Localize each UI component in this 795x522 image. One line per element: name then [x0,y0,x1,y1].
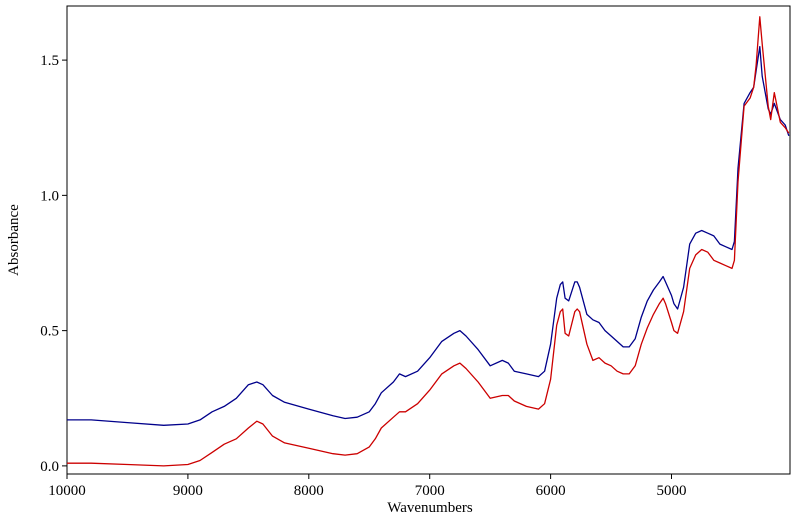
x-tick-label: 9000 [173,483,203,499]
x-tick-label: 5000 [657,483,687,499]
x-tick-label: 8000 [294,483,324,499]
y-axis-title: Absorbance [6,204,22,276]
x-axis-ticks: 10000 9000 8000 7000 6000 5000 [48,474,687,499]
y-axis-ticks: 0.0 0.5 1.0 1.5 [40,53,67,475]
series-line-2 [67,16,790,467]
series-line-1 [67,45,790,426]
x-tick-label: 7000 [415,483,445,499]
x-tick-label: 10000 [48,483,86,499]
series-layer [67,16,790,467]
y-tick-label: 0.5 [40,324,59,340]
x-tick-label: 6000 [536,483,566,499]
x-axis-title: Wavenumbers [387,500,473,516]
y-tick-label: 1.0 [40,188,59,204]
y-tick-label: 0.0 [40,459,59,475]
plot-frame [66,5,791,475]
y-tick-label: 1.5 [40,53,59,69]
